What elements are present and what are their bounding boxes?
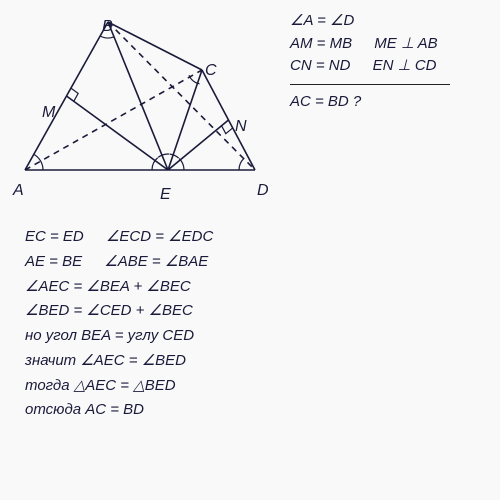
given-2b: ME ⊥ AB [374, 33, 437, 56]
proof-5: но угол BEA = углу CED [25, 324, 445, 349]
proof-block: EC = ED ∠ECD = ∠EDC AE = BE ∠ABE = ∠BAE … [25, 225, 445, 423]
pt-label-E: E [160, 186, 171, 204]
given-rule [290, 84, 450, 85]
pt-label-M: M [42, 104, 55, 122]
pt-label-A: A [13, 182, 24, 200]
geometry-diagram: ABCDEMN [10, 10, 270, 190]
pt-label-C: C [205, 62, 217, 80]
proof-3: ∠AEC = ∠BEA + ∠BEC [25, 275, 445, 300]
given-3b: EN ⊥ CD [373, 55, 437, 78]
proof-6: значит ∠AEC = ∠BED [25, 349, 445, 374]
pt-label-N: N [235, 118, 247, 136]
proof-2b: ∠ABE = ∠BAE [104, 250, 208, 275]
given-block: ∠A = ∠D AM = MB ME ⊥ AB CN = ND EN ⊥ CD … [290, 10, 490, 113]
given-conclusion: AC = BD ? [290, 91, 361, 114]
proof-1a: EC = ED [25, 225, 84, 250]
proof-1b: ∠ECD = ∠EDC [106, 225, 213, 250]
pt-label-D: D [257, 182, 269, 200]
proof-7: тогда △AEC = △BED [25, 374, 445, 399]
given-2a: AM = MB [290, 33, 352, 56]
given-1: ∠A = ∠D [290, 10, 354, 33]
pt-label-B: B [102, 18, 113, 36]
proof-4: ∠BED = ∠CED + ∠BEC [25, 299, 445, 324]
proof-8: отсюда AC = BD [25, 398, 445, 423]
proof-2a: AE = BE [25, 250, 82, 275]
given-3a: CN = ND [290, 55, 350, 78]
diagram-svg [10, 10, 270, 190]
